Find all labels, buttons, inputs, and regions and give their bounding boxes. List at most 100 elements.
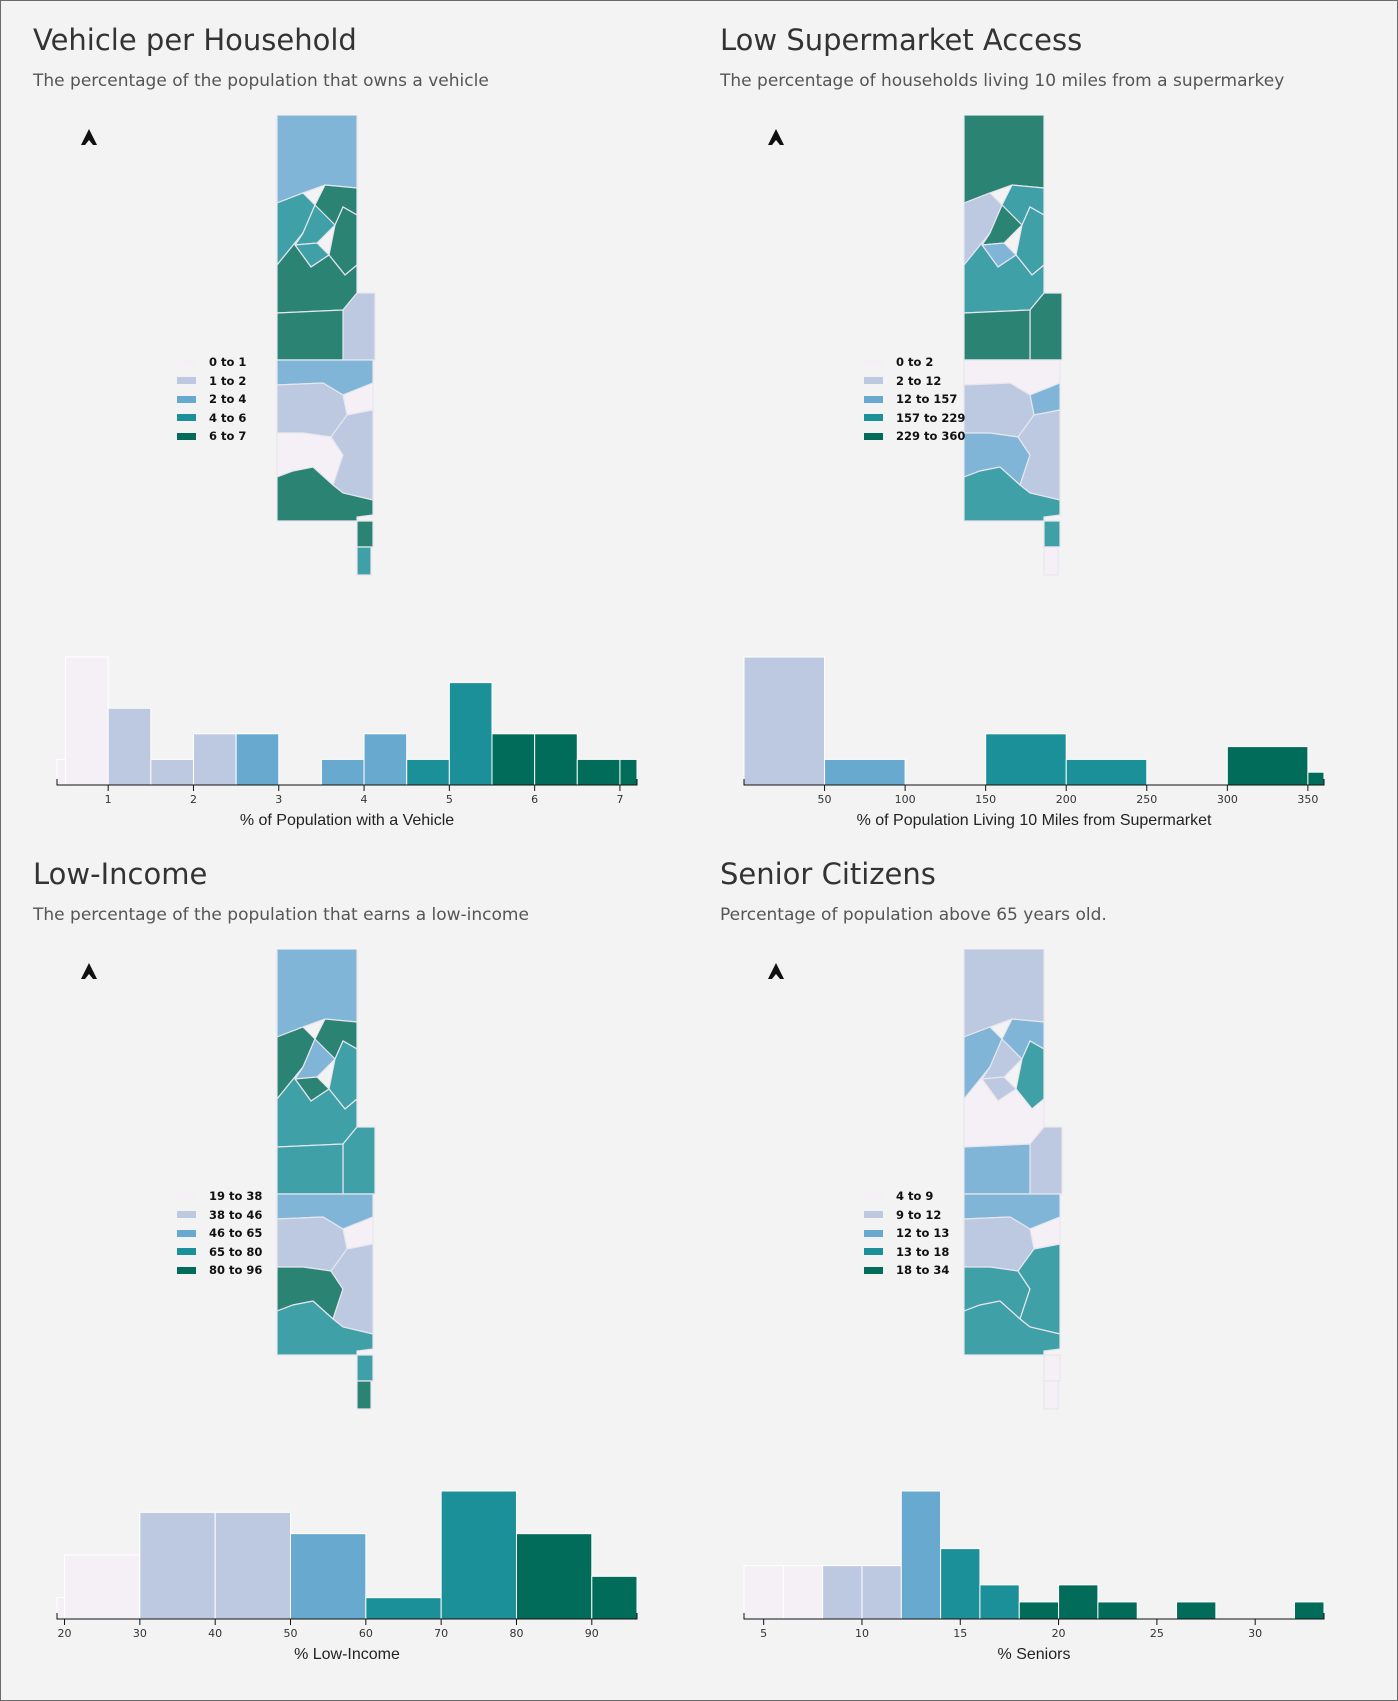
north-arrow-icon — [768, 129, 784, 145]
legend-item: 1 to 2 — [177, 372, 246, 391]
panel-title: Low-Income — [33, 857, 208, 891]
panel-subtitle: The percentage of the population that ea… — [33, 905, 529, 925]
legend-swatch — [864, 432, 883, 440]
legend-label: 12 to 13 — [896, 1226, 950, 1241]
x-axis-line — [743, 779, 1325, 786]
legend-swatch — [864, 377, 883, 385]
legend-label: 80 to 96 — [209, 1263, 263, 1278]
histogram-bar — [1307, 771, 1325, 786]
map-region-14 — [276, 1300, 374, 1356]
legend-label: 4 to 6 — [209, 410, 247, 425]
x-axis-line — [56, 779, 638, 786]
panel-title: Vehicle per Household — [33, 23, 357, 57]
legend-item: 38 to 46 — [177, 1206, 262, 1225]
x-tick-label: 350 — [1297, 793, 1318, 806]
histogram: 50 100 150 200 250 300 350 % of Population Livi… — [743, 656, 1325, 829]
panel-vehicle-per-household: Vehicle per Household The percentage of … — [33, 23, 693, 855]
legend-label: 12 to 157 — [896, 392, 958, 407]
histogram-bar — [150, 758, 194, 786]
legend-label: 6 to 7 — [209, 429, 247, 444]
legend-label: 0 to 1 — [209, 355, 247, 370]
histogram-bar — [64, 1554, 141, 1620]
x-tick-label: 3 — [275, 793, 282, 806]
histogram-bar — [65, 656, 109, 786]
map-region-16 — [356, 1380, 372, 1410]
choropleth-map — [276, 949, 376, 1410]
legend-swatch — [177, 1211, 196, 1219]
x-tick-label: 50 — [284, 1627, 298, 1640]
x-axis-label: % of Population Living 10 Miles from Sup… — [857, 812, 1212, 829]
legend-item: 0 to 1 — [177, 353, 246, 372]
legend-label: 157 to 229 — [896, 410, 966, 425]
x-tick-label: 60 — [359, 1627, 373, 1640]
legend-swatch — [864, 358, 883, 366]
x-tick-label: 200 — [1056, 793, 1077, 806]
legend-label: 46 to 65 — [209, 1226, 263, 1241]
histogram-bar — [107, 707, 152, 786]
panel-subtitle: The percentage of the population that ow… — [33, 71, 489, 91]
legend-item: 4 to 6 — [177, 409, 246, 428]
legend-label: 13 to 18 — [896, 1244, 950, 1259]
legend-label: 18 to 34 — [896, 1263, 950, 1278]
legend-label: 65 to 80 — [209, 1244, 263, 1259]
x-axis-line — [743, 1613, 1325, 1620]
x-axis-label: % of Population with a Vehicle — [240, 812, 454, 829]
legend-item: 4 to 9 — [864, 1187, 949, 1206]
map-region-15 — [1043, 1354, 1061, 1382]
histogram-bar — [619, 758, 638, 786]
choropleth-map — [276, 115, 376, 576]
panel-title: Senior Citizens — [720, 857, 936, 891]
legend-label: 2 to 4 — [209, 392, 247, 407]
x-tick-label: 5 — [446, 793, 453, 806]
x-axis-label: % Low-Income — [294, 1646, 400, 1663]
legend-label: 1 to 2 — [209, 373, 247, 388]
histogram-bar — [861, 1565, 902, 1620]
histogram-bar — [985, 733, 1067, 786]
legend-swatch — [864, 1266, 883, 1274]
x-tick-label: 250 — [1136, 793, 1157, 806]
choropleth-map — [963, 949, 1063, 1410]
map-region-14 — [276, 466, 374, 522]
map-region-15 — [356, 1354, 374, 1382]
x-tick-label: 1 — [105, 793, 112, 806]
x-tick-label: 40 — [208, 1627, 222, 1640]
histogram-bar — [743, 1565, 784, 1620]
legend-label: 2 to 12 — [896, 373, 942, 388]
choropleth-map — [963, 115, 1063, 576]
panel-subtitle: Percentage of population above 65 years … — [720, 905, 1107, 925]
histogram-bar — [782, 1565, 824, 1620]
legend-swatch — [864, 395, 883, 403]
histogram-bar — [448, 682, 493, 786]
legend-swatch — [177, 432, 196, 440]
histogram-bar — [235, 733, 280, 786]
x-tick-label: 25 — [1150, 1627, 1164, 1640]
north-arrow-icon — [768, 963, 784, 979]
legend-label: 9 to 12 — [896, 1207, 942, 1222]
north-arrow-icon — [81, 129, 97, 145]
map-legend: 0 to 1 1 to 2 2 to 4 4 to 6 6 to 7 — [177, 353, 246, 446]
legend-item: 0 to 2 — [864, 353, 965, 372]
x-tick-label: 300 — [1217, 793, 1238, 806]
panel-subtitle: The percentage of households living 10 m… — [720, 71, 1285, 91]
legend-swatch — [864, 1192, 883, 1200]
histogram-bar — [440, 1490, 517, 1620]
x-tick-label: 50 — [818, 793, 832, 806]
histogram-bar — [491, 733, 536, 786]
histogram-bar — [940, 1548, 981, 1620]
histogram-bar — [320, 758, 365, 786]
panel-senior-citizens: Senior Citizens Percentage of population… — [720, 857, 1380, 1689]
histogram-bar — [900, 1490, 942, 1620]
legend-item: 12 to 157 — [864, 390, 965, 409]
legend-label: 19 to 38 — [209, 1189, 263, 1204]
histogram-bar — [406, 758, 450, 786]
legend-swatch — [864, 1229, 883, 1237]
legend-swatch — [177, 1192, 196, 1200]
histogram-bar — [1018, 1601, 1060, 1620]
panel-low-income: Low-Income The percentage of the populat… — [33, 857, 693, 1689]
legend-item: 229 to 360 — [864, 427, 965, 446]
legend-item: 157 to 229 — [864, 409, 965, 428]
legend-item: 65 to 80 — [177, 1243, 262, 1262]
legend-swatch — [864, 1248, 883, 1256]
x-tick-label: 30 — [1248, 1627, 1262, 1640]
